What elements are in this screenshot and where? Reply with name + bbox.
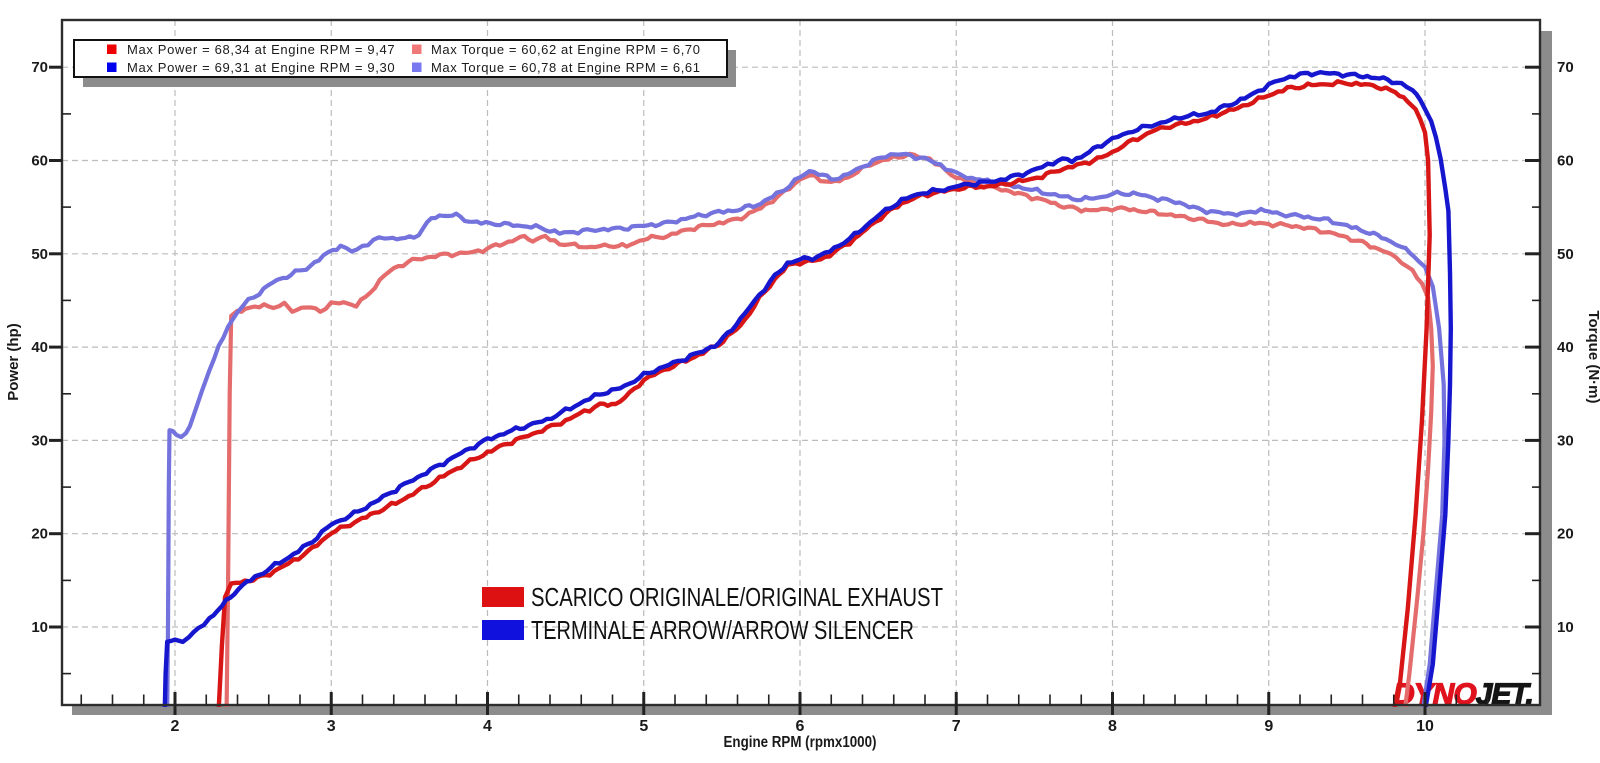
svg-text:60: 60 [1557,153,1574,170]
svg-text:Max Torque = 60,78 at Engine R: Max Torque = 60,78 at Engine RPM = 6,61 [431,60,701,75]
svg-text:40: 40 [31,339,48,356]
svg-text:Max Power = 69,31 at Engine RP: Max Power = 69,31 at Engine RPM = 9,30 [127,60,395,75]
svg-text:70: 70 [31,59,48,76]
svg-text:4: 4 [483,718,492,735]
svg-text:5: 5 [639,718,648,735]
svg-text:Max Torque = 60,62 at Engine R: Max Torque = 60,62 at Engine RPM = 6,70 [431,42,701,57]
svg-text:10: 10 [1557,619,1574,636]
svg-text:Torque (N·m): Torque (N·m) [1585,310,1600,403]
svg-text:SCARICO ORIGINALE/ORIGINAL EXH: SCARICO ORIGINALE/ORIGINAL EXHAUST [531,582,943,612]
svg-text:TERMINALE ARROW/ARROW SILENCER: TERMINALE ARROW/ARROW SILENCER [531,615,914,645]
svg-text:60: 60 [31,153,48,170]
svg-text:50: 50 [1557,246,1574,263]
svg-text:70: 70 [1557,59,1574,76]
svg-text:3: 3 [327,718,336,735]
svg-text:9: 9 [1264,718,1273,735]
svg-text:50: 50 [31,246,48,263]
svg-text:8: 8 [1108,718,1117,735]
svg-text:30: 30 [1557,432,1574,449]
svg-text:2: 2 [171,718,180,735]
svg-text:40: 40 [1557,339,1574,356]
svg-text:6: 6 [796,718,805,735]
svg-text:10: 10 [1416,718,1434,735]
svg-text:Max Power = 68,34 at Engine RP: Max Power = 68,34 at Engine RPM = 9,47 [127,42,395,57]
svg-text:Power (hp): Power (hp) [5,323,22,401]
svg-text:Engine RPM (rpmx1000): Engine RPM (rpmx1000) [724,734,877,751]
svg-text:20: 20 [31,526,48,543]
svg-text:7: 7 [952,718,961,735]
svg-text:30: 30 [31,432,48,449]
svg-text:10: 10 [31,619,48,636]
svg-text:20: 20 [1557,526,1574,543]
